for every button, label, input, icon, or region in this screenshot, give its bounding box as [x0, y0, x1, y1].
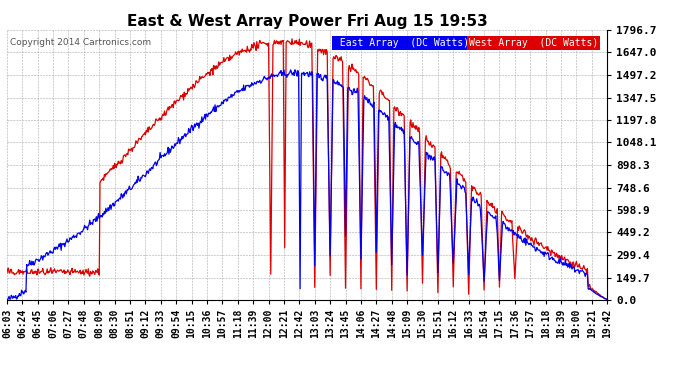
Text: East Array  (DC Watts): East Array (DC Watts)	[334, 38, 469, 48]
Text: West Array  (DC Watts): West Array (DC Watts)	[469, 38, 598, 48]
Title: East & West Array Power Fri Aug 15 19:53: East & West Array Power Fri Aug 15 19:53	[127, 14, 487, 29]
Text: Copyright 2014 Cartronics.com: Copyright 2014 Cartronics.com	[10, 38, 151, 47]
